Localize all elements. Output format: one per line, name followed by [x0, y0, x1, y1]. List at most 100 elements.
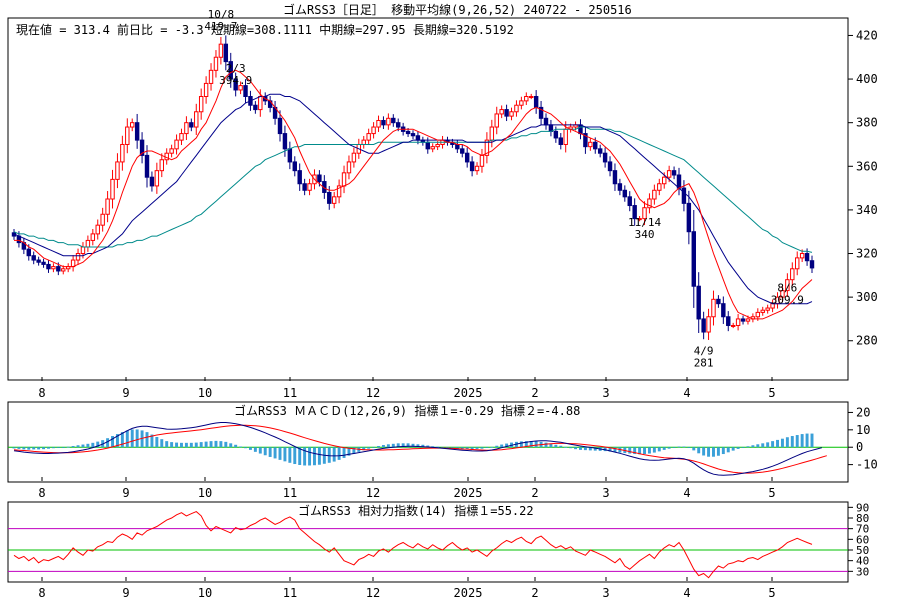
x-tick-label: 5: [768, 386, 775, 400]
histogram-bar: [61, 447, 65, 449]
candle: [469, 161, 475, 172]
candle: [563, 128, 568, 145]
histogram-bar: [32, 447, 36, 450]
candle: [243, 85, 248, 98]
histogram-bar: [327, 447, 331, 463]
candle: [691, 231, 696, 287]
y-tick-label: 50: [856, 544, 869, 557]
histogram-bar: [682, 446, 686, 448]
histogram-bar: [549, 443, 553, 448]
histogram-bar: [406, 443, 410, 448]
candle: [755, 311, 761, 318]
candle: [297, 170, 302, 185]
y-tick-label: 400: [856, 72, 878, 86]
histogram-bar: [288, 447, 292, 463]
candle: [627, 196, 632, 207]
candle: [233, 78, 238, 91]
candle: [543, 117, 549, 126]
histogram-bar: [268, 447, 272, 457]
histogram-bar: [135, 429, 139, 448]
histogram-bar: [96, 441, 100, 448]
histogram-bar: [771, 441, 775, 448]
histogram-bar: [500, 444, 504, 448]
histogram-bar: [446, 447, 449, 449]
y-tick-label: 70: [856, 523, 869, 536]
candle: [607, 161, 613, 172]
histogram-bar: [667, 447, 671, 449]
histogram-bar: [746, 446, 750, 448]
histogram-bar: [780, 438, 784, 448]
chart-title: ゴムRSS3［日足］ 移動平均線(9,26,52) 240722 - 25051…: [283, 2, 632, 17]
rsi-x-axis: 8 9 10 11 12 2025 2 3 4 5: [38, 577, 776, 600]
price-candles: [11, 35, 815, 340]
candle: [405, 130, 411, 135]
histogram-bar: [293, 447, 297, 465]
histogram-bar: [672, 447, 676, 449]
candle: [100, 213, 105, 226]
candle: [115, 161, 120, 180]
histogram-bar: [712, 447, 715, 457]
annotation-value: 419.7: [204, 20, 237, 33]
histogram-bar: [633, 447, 637, 455]
candle: [31, 255, 36, 261]
histogram-bar: [175, 442, 179, 448]
histogram-bar: [214, 440, 218, 448]
rsi-series-line: [13, 511, 813, 579]
histogram-bar: [805, 433, 809, 448]
candle: [208, 69, 214, 84]
candle: [149, 176, 155, 187]
candle: [258, 96, 263, 111]
annotation-date: 2/3: [226, 62, 246, 75]
candle: [139, 139, 145, 156]
histogram-bar: [776, 439, 779, 448]
histogram-bar: [352, 447, 356, 454]
candle: [632, 205, 637, 220]
candle: [120, 143, 125, 163]
candle: [474, 165, 480, 172]
histogram-bar: [303, 447, 307, 466]
x-tick-label: 9: [122, 586, 129, 600]
y-tick-label: 10: [856, 423, 870, 437]
histogram-bar: [524, 441, 528, 448]
y-tick-label: 360: [856, 159, 878, 173]
candle: [706, 316, 711, 333]
histogram-bar: [421, 444, 425, 448]
histogram-bar: [391, 443, 395, 448]
candle: [765, 307, 770, 311]
candle: [425, 141, 430, 150]
histogram-bar: [81, 444, 85, 448]
candle: [721, 303, 726, 318]
histogram-bar: [372, 447, 376, 449]
histogram-bar: [17, 447, 21, 449]
candle: [622, 189, 628, 198]
histogram-bar: [480, 447, 484, 449]
histogram-bar: [692, 447, 696, 451]
moving-average-lines: [13, 69, 813, 320]
candle: [287, 148, 293, 163]
candle: [198, 96, 204, 113]
histogram-bar: [204, 441, 208, 448]
x-tick-label: 9: [122, 486, 129, 500]
histogram-bar: [91, 442, 95, 448]
candle: [184, 122, 189, 135]
candle: [51, 266, 56, 270]
x-tick-label: 12: [366, 486, 380, 500]
histogram-bar: [726, 447, 730, 453]
candle: [464, 152, 470, 163]
histogram-bar: [431, 446, 435, 448]
histogram-bar: [495, 445, 499, 448]
histogram-bar: [519, 441, 523, 448]
annotation-date: 11/14: [628, 216, 661, 229]
histogram-bar: [273, 447, 277, 459]
histogram-bar: [603, 447, 607, 452]
candle: [213, 56, 219, 71]
x-tick-label: 4: [683, 586, 690, 600]
y-tick-label: 280: [856, 334, 878, 348]
candle: [75, 253, 81, 261]
x-tick-label: 3: [602, 586, 609, 600]
histogram-bar: [106, 438, 110, 448]
histogram-bar: [564, 446, 568, 448]
histogram-bar: [66, 446, 70, 448]
candle: [637, 218, 642, 221]
